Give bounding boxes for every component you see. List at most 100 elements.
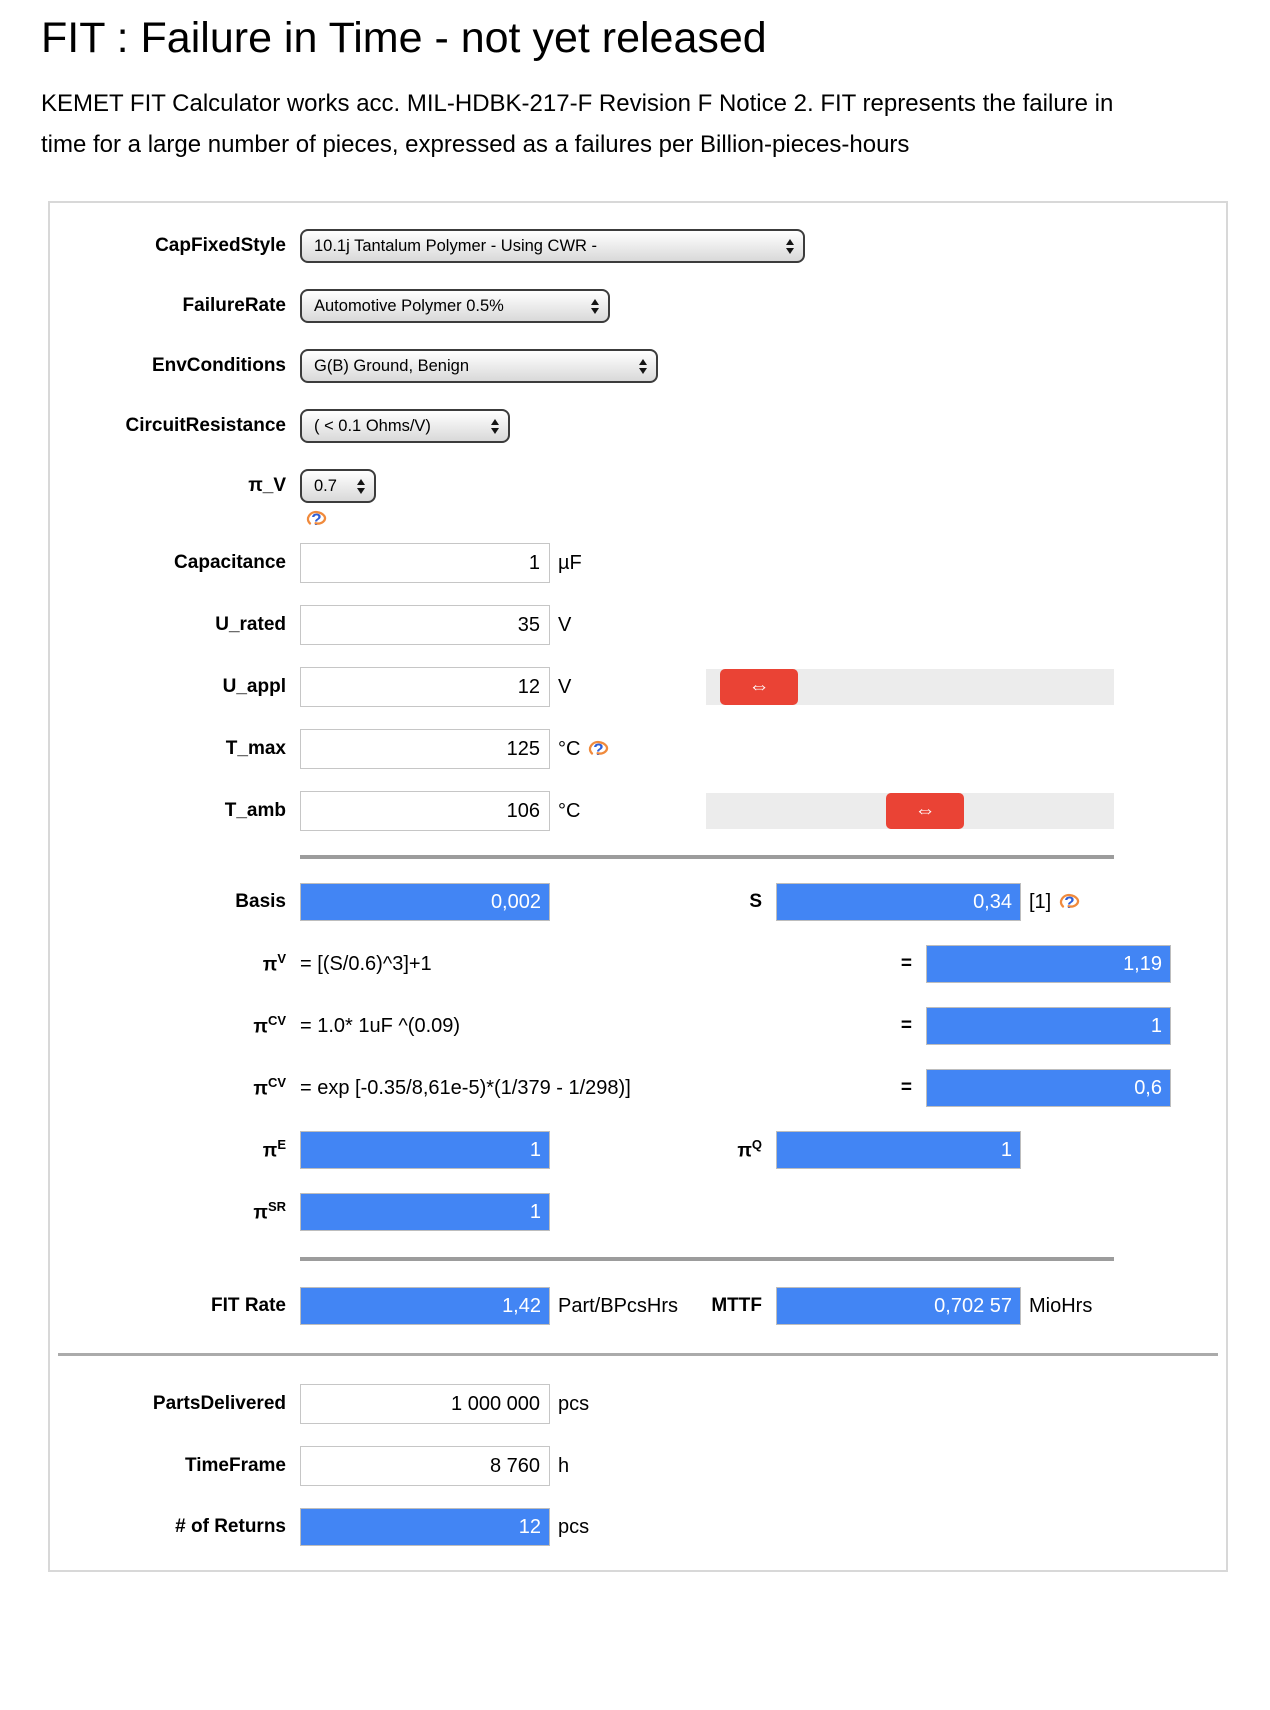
select-stepper-icon	[639, 358, 647, 374]
t-max-input[interactable]	[300, 729, 550, 769]
svg-text:?: ?	[594, 740, 604, 759]
pi-e-q-row: πE 1 πQ 1	[50, 1131, 1226, 1169]
pi-e-value-bar: 1	[300, 1131, 550, 1169]
fit-rate-unit: Part/BPcsHrs	[558, 1294, 679, 1317]
fit-calculator-panel: CapFixedStyle 10.1j Tantalum Polymer - U…	[48, 201, 1228, 1572]
failure-rate-label: FailureRate	[182, 295, 286, 316]
u-appl-unit: V	[558, 675, 572, 698]
t-amb-slider-track[interactable]: ⇔	[706, 793, 1114, 829]
divider	[300, 855, 1114, 859]
t-amb-unit: °C	[558, 799, 581, 822]
basis-s-row: Basis 0,002 S 0,34 [1] ?	[50, 883, 1226, 921]
equals-sign: =	[900, 953, 912, 974]
t-amb-slider-thumb[interactable]: ⇔	[886, 793, 964, 829]
svg-text:?: ?	[311, 510, 321, 529]
help-icon[interactable]: ?	[1057, 890, 1081, 914]
returns-label: # of Returns	[175, 1516, 286, 1537]
env-conditions-row: EnvConditions G(B) Ground, Benign	[50, 349, 1226, 383]
env-conditions-select[interactable]: G(B) Ground, Benign	[300, 349, 658, 383]
parts-delivered-input[interactable]	[300, 1384, 550, 1424]
u-appl-slider-track[interactable]: ⇔	[706, 669, 1114, 705]
u-appl-input[interactable]	[300, 667, 550, 707]
divider	[300, 1257, 1114, 1261]
help-icon[interactable]: ?	[586, 737, 610, 761]
circuit-resistance-value: ( < 0.1 Ohms/V)	[314, 416, 431, 435]
select-stepper-icon	[786, 238, 794, 254]
t-amb-input[interactable]	[300, 791, 550, 831]
u-rated-label: U_rated	[215, 614, 286, 635]
pi-e-label: πE	[262, 1137, 286, 1162]
pi-v-label: π_V	[248, 475, 286, 496]
pi-cv-temp-value-bar: 0,6	[926, 1069, 1171, 1107]
u-appl-row: U_appl V ⇔	[50, 667, 1226, 707]
time-frame-input[interactable]	[300, 1446, 550, 1486]
time-frame-unit: h	[558, 1454, 570, 1477]
select-stepper-icon	[491, 418, 499, 434]
capacitance-input[interactable]	[300, 543, 550, 583]
mttf-label: MTTF	[711, 1295, 762, 1316]
u-rated-unit: V	[558, 613, 572, 636]
returns-unit: pcs	[558, 1515, 590, 1538]
t-max-label: T_max	[225, 738, 286, 759]
cap-fixed-style-select[interactable]: 10.1j Tantalum Polymer - Using CWR -	[300, 229, 805, 263]
basis-value-bar: 0,002	[300, 883, 550, 921]
t-max-row: T_max °C ?	[50, 729, 1226, 769]
u-rated-row: U_rated V	[50, 605, 1226, 645]
circuit-resistance-select[interactable]: ( < 0.1 Ohms/V)	[300, 409, 510, 443]
equals-sign: =	[900, 1077, 912, 1098]
u-appl-slider-thumb[interactable]: ⇔	[720, 669, 798, 705]
select-stepper-icon	[357, 478, 365, 494]
pi-v-select[interactable]: 0.7	[300, 469, 376, 503]
parts-delivered-unit: pcs	[558, 1392, 590, 1415]
time-frame-row: TimeFrame h	[50, 1446, 1226, 1486]
mttf-unit: MioHrs	[1029, 1294, 1093, 1317]
u-rated-input[interactable]	[300, 605, 550, 645]
swap-arrows-icon: ⇔	[914, 799, 936, 822]
svg-text:?: ?	[1065, 893, 1075, 912]
pi-sr-row: πSR 1	[50, 1193, 1226, 1231]
s-label: S	[749, 891, 762, 912]
t-amb-label: T_amb	[224, 800, 286, 821]
s-reference: [1]	[1029, 890, 1052, 913]
pi-sr-label: πSR	[253, 1199, 286, 1224]
basis-label: Basis	[235, 891, 286, 912]
capacitance-label: Capacitance	[174, 552, 286, 573]
capacitance-unit: µF	[558, 551, 582, 574]
select-stepper-icon	[591, 298, 599, 314]
pi-v-formula-row: πV = [(S/0.6)^3]+1 = 1,19	[50, 945, 1226, 983]
env-conditions-value: G(B) Ground, Benign	[314, 356, 469, 375]
equals-sign: =	[900, 1015, 912, 1036]
returns-row: # of Returns 12 pcs	[50, 1508, 1226, 1546]
pi-v-help-row: ?	[304, 507, 1226, 531]
cap-fixed-style-label: CapFixedStyle	[155, 235, 286, 256]
mttf-value-bar: 0,702 57	[776, 1287, 1021, 1325]
pi-q-label: πQ	[737, 1137, 762, 1162]
u-appl-label: U_appl	[222, 676, 286, 697]
failure-rate-row: FailureRate Automotive Polymer 0.5%	[50, 289, 1226, 323]
pi-cv-size-formula-row: πCV = 1.0* 1uF ^(0.09) = 1	[50, 1007, 1226, 1045]
pi-sr-value-bar: 1	[300, 1193, 550, 1231]
pi-v-factor-label: πV	[262, 951, 286, 976]
t-max-unit: °C	[558, 737, 581, 760]
time-frame-label: TimeFrame	[184, 1455, 286, 1476]
pi-v-select-row: π_V 0.7	[50, 469, 1226, 503]
fit-rate-mttf-row: FIT Rate 1,42 Part/BPcsHrs MTTF 0,702 57…	[50, 1287, 1226, 1325]
pi-cv-size-value-bar: 1	[926, 1007, 1171, 1045]
cap-fixed-style-row: CapFixedStyle 10.1j Tantalum Polymer - U…	[50, 229, 1226, 263]
failure-rate-select[interactable]: Automotive Polymer 0.5%	[300, 289, 610, 323]
circuit-resistance-row: CircuitResistance ( < 0.1 Ohms/V)	[50, 409, 1226, 443]
env-conditions-label: EnvConditions	[151, 355, 286, 376]
circuit-resistance-label: CircuitResistance	[125, 415, 286, 436]
pi-v-value: 0.7	[314, 476, 337, 495]
help-icon[interactable]: ?	[304, 507, 328, 531]
pi-v-formula: = [(S/0.6)^3]+1	[300, 952, 432, 975]
returns-value-bar: 12	[300, 1508, 550, 1546]
fit-rate-label: FIT Rate	[211, 1295, 286, 1316]
parts-delivered-label: PartsDelivered	[152, 1393, 286, 1414]
pi-cv-temp-formula: = exp [-0.35/8,61e-5)*(1/379 - 1/298)]	[300, 1076, 631, 1099]
pi-v-value-bar: 1,19	[926, 945, 1171, 983]
parts-delivered-row: PartsDelivered pcs	[50, 1384, 1226, 1424]
pi-cv-factor-label: πCV	[253, 1075, 286, 1100]
failure-rate-value: Automotive Polymer 0.5%	[314, 296, 504, 315]
page-description: KEMET FIT Calculator works acc. MIL-HDBK…	[41, 90, 1114, 158]
